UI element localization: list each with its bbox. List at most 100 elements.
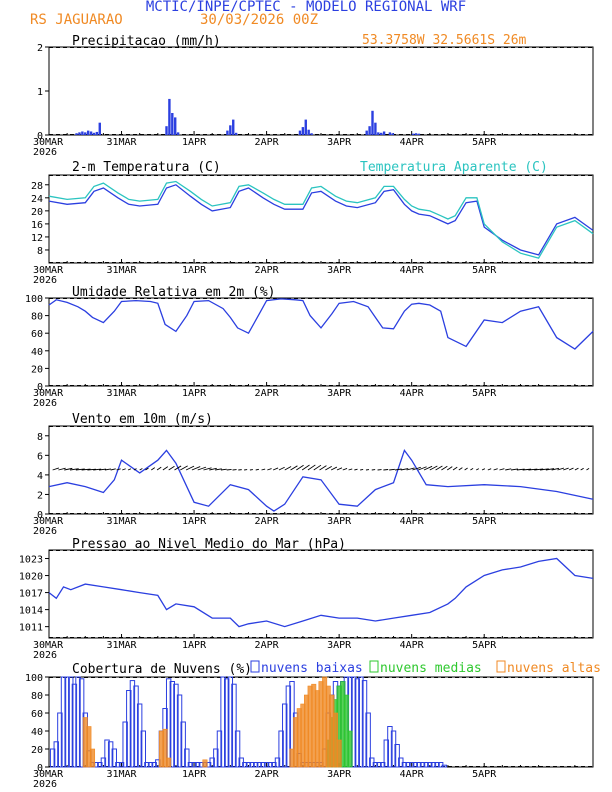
wind-vector <box>133 468 137 471</box>
wind-vector <box>557 467 565 471</box>
cloud-bar-0 <box>387 726 393 768</box>
temp-frame <box>48 174 594 264</box>
cloud-bar-0 <box>100 757 107 768</box>
wind-vector <box>429 465 438 471</box>
wind-vector <box>278 466 285 471</box>
nuvens-xtick-label: 2APR <box>255 769 280 780</box>
wind-vector <box>563 467 569 471</box>
temp-series-line-0 <box>48 184 594 256</box>
cloud-bar-0 <box>144 762 150 768</box>
cloud-bar-2 <box>162 728 168 768</box>
legend-high-swatch <box>496 660 506 673</box>
cloud-title: Cobertura de Nuvens (%) <box>72 662 252 677</box>
cloud-bar-0 <box>224 678 230 768</box>
nuvens-ytick-label: 80 <box>31 691 43 702</box>
wind-vector <box>301 464 310 471</box>
temp-year-label: 2026 <box>33 275 57 286</box>
precip-bar <box>310 133 313 135</box>
cloud-bar-0 <box>115 762 121 768</box>
temp-series-line-1 <box>48 180 594 259</box>
wind-vector <box>156 466 162 471</box>
precip-bar <box>229 125 232 135</box>
wind-vector <box>574 467 579 471</box>
cloud-bar-0 <box>263 762 270 768</box>
precip-bar <box>98 122 101 135</box>
cloud-bar-0 <box>136 703 143 768</box>
pressure-title: Pressao ao Nivel Medio do Mar (hPa) <box>72 537 346 552</box>
cloud-bar-0 <box>383 739 389 768</box>
legend-high-label: nuvens altas <box>507 661 601 676</box>
wind-vector <box>586 467 590 471</box>
wind-vector <box>226 469 232 471</box>
precip-bar <box>391 133 395 135</box>
precip-xtick-label: 5APR <box>472 137 497 148</box>
precip-bar <box>377 132 380 135</box>
wind-vector <box>441 465 448 471</box>
cloud-bar-0 <box>350 676 357 768</box>
wind-vector <box>342 467 348 471</box>
cloud-bar-0 <box>401 762 408 768</box>
precip-frame <box>48 46 594 136</box>
cloud-bar-0 <box>278 730 284 768</box>
pressao-xtick-label: 30MAR <box>33 640 64 651</box>
cloud-bar-0 <box>430 762 437 768</box>
cloud-bar-0 <box>216 730 223 768</box>
pressao-ytick-label: 1020 <box>19 572 43 583</box>
precip-xtick-label: 1APR <box>182 137 207 148</box>
vento-xtick-label: 31MAR <box>106 516 137 527</box>
cloud-bar-0 <box>57 712 63 768</box>
precip-bar <box>368 126 371 135</box>
wind-vector <box>151 467 156 471</box>
cloud-bar-0 <box>111 748 117 768</box>
umid-xtick-label: 3APR <box>327 388 352 399</box>
precip-bar <box>382 131 386 135</box>
precip-bar <box>174 117 177 135</box>
wind-vector <box>127 468 132 471</box>
cloud-bar-0 <box>245 762 252 768</box>
wind-vector <box>313 464 322 471</box>
wind-vector <box>412 466 421 471</box>
cloud-bar-0 <box>176 694 183 768</box>
wind-vector <box>394 468 402 471</box>
cloud-bar-0 <box>213 748 219 768</box>
cloud-bar-0 <box>234 730 241 768</box>
wind-vector <box>81 468 91 471</box>
temp-xtick-label: 31MAR <box>106 265 137 276</box>
precip-bar <box>414 133 418 135</box>
wind-vector <box>284 466 292 471</box>
pressao-xtick-label: 1APR <box>182 640 207 651</box>
wind-vector <box>516 468 525 471</box>
temp-xtick-label: 1APR <box>182 265 207 276</box>
precip-panel: Precipitacao (mm/h) 30MAR 31MAR 1APR 2APR 3A… <box>33 34 594 158</box>
wind-vector <box>534 468 544 471</box>
wind-vector <box>58 467 66 471</box>
cloud-bar-0 <box>220 676 226 768</box>
nuvens-xtick-label: 1APR <box>182 769 207 780</box>
wind-vector <box>348 468 353 471</box>
wind-vector <box>203 467 212 471</box>
cloud-bar-0 <box>184 748 190 768</box>
wind-vector <box>336 467 343 471</box>
cloud-bar-0 <box>405 762 411 768</box>
cloud-bar-0 <box>394 744 400 768</box>
precip-xtick-label: 3APR <box>327 137 352 148</box>
nuvens-ytick-label: 100 <box>25 673 43 684</box>
temp-xtick-label: 5APR <box>472 265 497 276</box>
cloud-bar-0 <box>75 676 81 768</box>
wind-vector <box>215 468 222 471</box>
umid-xtick-label: 31MAR <box>106 388 137 399</box>
wind-vector <box>330 466 338 471</box>
umid-series-line-0 <box>48 298 594 350</box>
vento-year-label: 2026 <box>33 526 57 537</box>
pressao-xtick-label: 4APR <box>400 640 425 651</box>
precip-bar <box>417 133 421 135</box>
wind-vector <box>69 468 79 471</box>
wind-vector <box>290 465 298 471</box>
precip-bar <box>232 119 235 135</box>
cloud-bar-0 <box>187 762 194 768</box>
nuvens-ytick-label: 20 <box>31 745 43 756</box>
precip-bar <box>298 130 302 135</box>
precip-bar <box>374 122 377 135</box>
wind-vector <box>162 466 169 471</box>
cloud-bar-2 <box>202 759 208 768</box>
